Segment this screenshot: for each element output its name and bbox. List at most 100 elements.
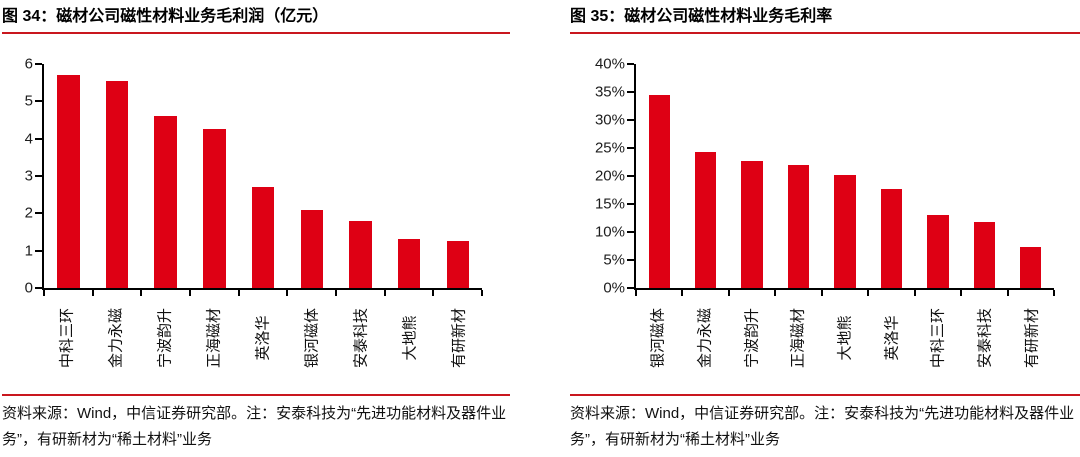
x-tick-mark <box>188 290 191 296</box>
y-tick-mark <box>627 175 634 177</box>
x-category-label: 金力永磁 <box>696 307 714 369</box>
x-category-label: 宁波韵升 <box>743 307 761 369</box>
bar <box>880 189 903 288</box>
plot-area <box>35 63 483 296</box>
bar <box>973 222 995 288</box>
x-category-label: 安泰科技 <box>976 307 994 369</box>
x-tick-mark <box>635 290 637 296</box>
x-category-label: 安泰科技 <box>352 307 370 369</box>
x-tick-mark <box>913 290 916 296</box>
bar <box>834 175 856 288</box>
y-tick-label: 0 <box>24 279 33 297</box>
x-category-label: 中科三环 <box>929 307 947 369</box>
x-axis-labels: 中科三环 金力永磁 宁波韵升 正海磁材 英洛华 银河磁体 安泰科技 大地熊 有研新材 <box>42 290 482 386</box>
x-category-label: 宁波韵升 <box>156 307 174 369</box>
x-category-label: 有研新材 <box>1023 307 1041 369</box>
x-category-label: 大地熊 <box>401 315 419 361</box>
y-tick-mark <box>627 63 634 65</box>
bar-slot <box>775 64 821 288</box>
x-tick-mark <box>960 290 963 296</box>
y-tick-label: 40% <box>594 55 625 73</box>
x-category-slot: 大地熊 <box>821 290 868 386</box>
y-tick-mark <box>35 175 42 177</box>
bar <box>349 220 372 288</box>
bar-slot <box>44 64 93 288</box>
x-tick-mark <box>140 290 143 296</box>
y-tick-mark <box>35 63 42 65</box>
x-category-slot: 有研新材 <box>1007 290 1054 386</box>
figure-title: 图 35：磁材公司磁性材料业务毛利率 <box>570 0 1080 34</box>
y-tick-label: 35% <box>594 83 625 101</box>
x-tick-mark <box>334 290 337 296</box>
y-tick-mark <box>627 203 634 205</box>
x-category-label: 正海磁材 <box>789 307 807 369</box>
x-tick-mark <box>286 290 289 296</box>
bar-slot <box>915 64 961 288</box>
x-category-slot: 宁波韵升 <box>727 290 774 386</box>
x-category-label: 银河磁体 <box>649 307 667 369</box>
y-axis-labels: 6 5 4 3 2 1 0 <box>2 56 42 297</box>
y-tick-mark <box>627 147 634 149</box>
source-note: 资料来源：Wind，中信证券研究部。注：安泰科技为“先进功能材料及器件业务”，有… <box>570 394 1080 453</box>
y-tick-label: 5 <box>24 92 33 110</box>
plot-wrap <box>35 63 483 296</box>
x-tick-mark <box>867 290 870 296</box>
bar-slot <box>636 64 682 288</box>
x-tick-mark <box>1006 290 1009 296</box>
bar-slot <box>239 64 288 288</box>
x-tick-mark <box>820 290 823 296</box>
bar <box>105 80 129 288</box>
x-category-label: 大地熊 <box>836 315 854 361</box>
x-category-label: 英洛华 <box>883 315 901 361</box>
bar <box>741 160 763 288</box>
bar-slot <box>729 64 775 288</box>
bar-slot <box>822 64 868 288</box>
x-category-label: 有研新材 <box>450 307 468 369</box>
bar <box>446 241 469 288</box>
x-axis-labels: 银河磁体 金力永磁 宁波韵升 正海磁材 大地熊 英洛华 中科三环 安泰科技 有研新材 <box>634 290 1054 386</box>
y-tick-mark <box>35 100 42 103</box>
bar-slot <box>385 64 434 288</box>
x-category-slot: 英洛华 <box>867 290 914 386</box>
y-tick-label: 25% <box>594 139 625 157</box>
y-tick-mark <box>35 137 42 140</box>
bar-slot <box>287 64 336 288</box>
bar <box>57 75 80 288</box>
bar-slot <box>868 64 914 288</box>
x-tick-mark <box>481 290 483 296</box>
bar-slot <box>141 64 190 288</box>
x-tick-mark <box>681 290 684 296</box>
y-tick-mark <box>627 231 634 233</box>
bar-slot <box>433 64 482 288</box>
bar-slot <box>961 64 1007 288</box>
bar <box>927 215 949 288</box>
bar <box>787 164 810 288</box>
x-category-slot: 安泰科技 <box>335 290 384 386</box>
y-tick-label: 3 <box>24 167 33 185</box>
x-category-slot: 宁波韵升 <box>140 290 189 386</box>
x-tick-mark <box>383 290 386 296</box>
y-tick-label: 6 <box>24 55 33 73</box>
y-tick-mark <box>627 259 634 261</box>
x-category-label: 金力永磁 <box>107 307 125 369</box>
x-category-slot: 有研新材 <box>433 290 482 386</box>
x-category-slot: 英洛华 <box>238 290 287 386</box>
x-category-slot: 大地熊 <box>384 290 433 386</box>
bar <box>648 94 670 288</box>
x-category-label: 银河磁体 <box>303 307 321 369</box>
y-tick-label: 5% <box>603 251 625 269</box>
y-tick-mark <box>35 212 42 215</box>
y-axis-labels: 40% 35% 30% 25% 20% 15% 10% 5% 0% <box>570 56 634 297</box>
bar <box>300 209 323 288</box>
bars-container <box>44 64 482 288</box>
x-category-label: 正海磁材 <box>205 307 223 369</box>
bar <box>154 116 177 288</box>
y-tick-label: 15% <box>594 195 625 213</box>
x-category-slot: 银河磁体 <box>634 290 681 386</box>
x-tick-mark <box>774 290 777 296</box>
bar-slot <box>682 64 728 288</box>
x-category-slot: 安泰科技 <box>961 290 1008 386</box>
x-category-slot: 中科三环 <box>42 290 91 386</box>
y-tick-label: 0% <box>603 279 625 297</box>
bar-slot <box>190 64 239 288</box>
